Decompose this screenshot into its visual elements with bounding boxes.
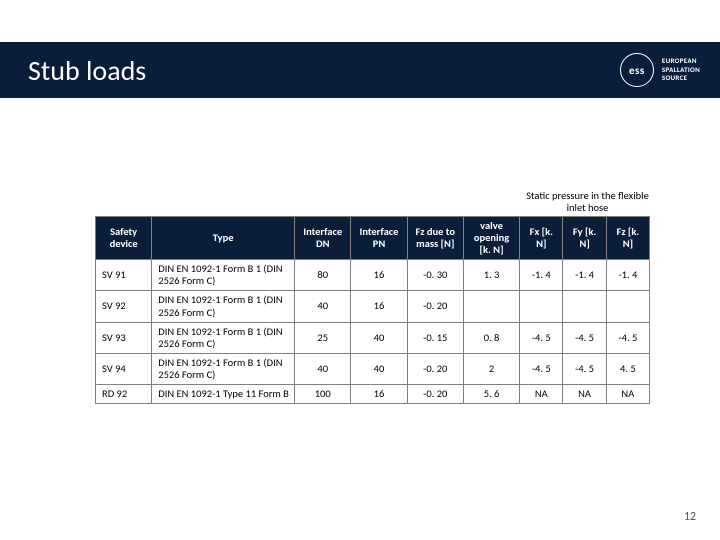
logo-text: EUROPEAN SPALLATION SOURCE — [662, 57, 700, 82]
cell-fz: 4. 5 — [606, 353, 649, 384]
cell-valve: 2 — [463, 353, 519, 384]
table-row: SV 93 DIN EN 1092-1 Form B 1 (DIN 2526 F… — [96, 322, 650, 353]
cell-fzmass: -0. 20 — [407, 384, 463, 403]
caption-wrap: Static pressure in the flexible inlet ho… — [95, 190, 650, 216]
cell-fx — [520, 291, 563, 322]
cell-device: SV 93 — [96, 322, 152, 353]
cell-fy: -4. 5 — [563, 322, 606, 353]
cell-fz — [606, 291, 649, 322]
cell-valve: 0. 8 — [463, 322, 519, 353]
cell-fy: -1. 4 — [563, 260, 606, 291]
cell-type: DIN EN 1092-1 Form B 1 (DIN 2526 Form C) — [152, 260, 295, 291]
cell-fy — [563, 291, 606, 322]
cell-device: SV 92 — [96, 291, 152, 322]
cell-dn: 25 — [295, 322, 351, 353]
col-type: Type — [152, 217, 295, 260]
cell-fz: -1. 4 — [606, 260, 649, 291]
cell-pn: 40 — [351, 353, 407, 384]
cell-fx: -4. 5 — [520, 322, 563, 353]
cell-fx: NA — [520, 384, 563, 403]
cell-type: DIN EN 1092-1 Type 11 Form B — [152, 384, 295, 403]
table-row: SV 92 DIN EN 1092-1 Form B 1 (DIN 2526 F… — [96, 291, 650, 322]
col-fz: Fz [k. N] — [606, 217, 649, 260]
col-fx: Fx [k. N] — [520, 217, 563, 260]
col-pn: Interface PN — [351, 217, 407, 260]
table-row: RD 92 DIN EN 1092-1 Type 11 Form B 100 1… — [96, 384, 650, 403]
cell-type: DIN EN 1092-1 Form B 1 (DIN 2526 Form C) — [152, 353, 295, 384]
cell-type: DIN EN 1092-1 Form B 1 (DIN 2526 Form C) — [152, 322, 295, 353]
header-band: Stub loads ess EUROPEAN SPALLATION SOURC… — [0, 42, 720, 98]
table-row: SV 91 DIN EN 1092-1 Form B 1 (DIN 2526 F… — [96, 260, 650, 291]
cell-valve: 5. 6 — [463, 384, 519, 403]
logo: ess EUROPEAN SPALLATION SOURCE — [620, 53, 700, 87]
cell-type: DIN EN 1092-1 Form B 1 (DIN 2526 Form C) — [152, 291, 295, 322]
logo-line-3: SOURCE — [662, 74, 700, 82]
cell-fzmass: -0. 20 — [407, 353, 463, 384]
cell-dn: 80 — [295, 260, 351, 291]
cell-dn: 40 — [295, 291, 351, 322]
cell-fzmass: -0. 30 — [407, 260, 463, 291]
cell-device: RD 92 — [96, 384, 152, 403]
cell-fz: -4. 5 — [606, 322, 649, 353]
col-device: Safety device — [96, 217, 152, 260]
cell-fy: -4. 5 — [563, 353, 606, 384]
table-container: Static pressure in the flexible inlet ho… — [95, 190, 650, 404]
cell-device: SV 94 — [96, 353, 152, 384]
cell-pn: 16 — [351, 384, 407, 403]
logo-badge: ess — [620, 53, 654, 87]
cell-fy: NA — [563, 384, 606, 403]
stub-loads-table: Safety device Type Interface DN Interfac… — [95, 216, 650, 404]
cell-pn: 16 — [351, 260, 407, 291]
page-number: 12 — [684, 510, 696, 524]
page-title: Stub loads — [28, 53, 146, 88]
table-header-row: Safety device Type Interface DN Interfac… — [96, 217, 650, 260]
cell-valve — [463, 291, 519, 322]
cell-fx: -1. 4 — [520, 260, 563, 291]
cell-fx: -4. 5 — [520, 353, 563, 384]
col-valve: valve opening [k. N] — [463, 217, 519, 260]
cell-pn: 16 — [351, 291, 407, 322]
table-body: SV 91 DIN EN 1092-1 Form B 1 (DIN 2526 F… — [96, 260, 650, 404]
cell-valve: 1. 3 — [463, 260, 519, 291]
cell-pn: 40 — [351, 322, 407, 353]
cell-fz: NA — [606, 384, 649, 403]
cell-device: SV 91 — [96, 260, 152, 291]
col-fzmass: Fz due to mass [N] — [407, 217, 463, 260]
col-dn: Interface DN — [295, 217, 351, 260]
cell-dn: 40 — [295, 353, 351, 384]
cell-fzmass: -0. 15 — [407, 322, 463, 353]
table-caption: Static pressure in the flexible inlet ho… — [525, 190, 650, 216]
table-row: SV 94 DIN EN 1092-1 Form B 1 (DIN 2526 F… — [96, 353, 650, 384]
col-fy: Fy [k. N] — [563, 217, 606, 260]
cell-fzmass: -0. 20 — [407, 291, 463, 322]
cell-dn: 100 — [295, 384, 351, 403]
